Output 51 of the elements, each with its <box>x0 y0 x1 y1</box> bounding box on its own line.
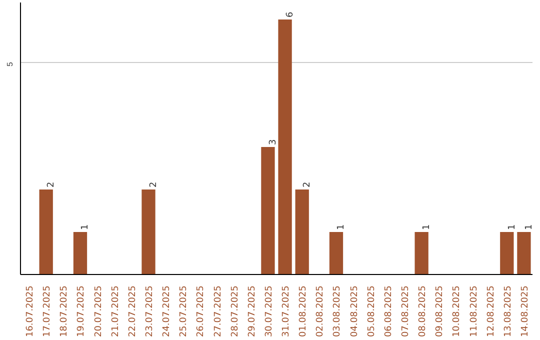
y-tick-label: 5 <box>6 61 14 66</box>
x-tick-label: 01.08.2025 <box>298 286 309 338</box>
x-tick-label: 29.07.2025 <box>247 286 258 338</box>
data-label: 2 <box>46 182 57 188</box>
x-tick-label: 20.07.2025 <box>94 286 104 338</box>
bar <box>39 190 53 274</box>
x-tick-label: 19.07.2025 <box>76 286 87 338</box>
bar <box>295 190 309 274</box>
bar <box>414 232 428 274</box>
x-tick-label: 09.08.2025 <box>435 286 446 338</box>
x-tick-label: 08.08.2025 <box>418 286 428 338</box>
data-label: 1 <box>507 224 518 230</box>
x-tick-label: 24.07.2025 <box>162 286 172 338</box>
data-label: 2 <box>149 182 159 188</box>
x-tick-label: 04.08.2025 <box>350 286 360 338</box>
bar <box>73 232 88 274</box>
data-label: 1 <box>524 224 534 230</box>
x-tick-label: 14.08.2025 <box>520 286 530 338</box>
x-tick-label: 30.07.2025 <box>264 286 274 338</box>
x-tick-label: 26.07.2025 <box>196 286 206 338</box>
bar <box>261 147 275 274</box>
x-tick-label: 02.08.2025 <box>316 286 326 338</box>
data-label: 1 <box>422 224 432 230</box>
x-tick-label: 25.07.2025 <box>179 286 190 338</box>
x-tick-label: 11.08.2025 <box>469 286 480 338</box>
x-tick-label: 03.08.2025 <box>332 286 343 338</box>
bar <box>278 20 292 274</box>
x-tick-label: 18.07.2025 <box>60 286 70 338</box>
data-label: 2 <box>302 182 313 188</box>
x-tick-label: 16.07.2025 <box>26 286 36 338</box>
x-tick-label: 21.07.2025 <box>110 286 121 338</box>
x-tick-label: 22.07.2025 <box>128 286 138 338</box>
x-tick-label: 05.08.2025 <box>366 286 377 338</box>
bar <box>500 232 514 274</box>
x-tick-label: 17.07.2025 <box>42 286 53 338</box>
x-tick-label: 07.08.2025 <box>401 286 411 338</box>
x-tick-label: 06.08.2025 <box>384 286 394 338</box>
x-tick-label: 28.07.2025 <box>230 286 240 338</box>
data-label: 3 <box>268 139 278 145</box>
bar <box>329 232 344 274</box>
x-tick-label: 31.07.2025 <box>282 286 292 338</box>
x-tick-label: 13.08.2025 <box>503 286 514 338</box>
x-tick-label: 27.07.2025 <box>213 286 224 338</box>
x-tick-label: 10.08.2025 <box>452 286 462 338</box>
data-label: 1 <box>336 224 347 230</box>
x-tick-label: 23.07.2025 <box>145 286 155 338</box>
bar <box>517 232 531 274</box>
bar <box>142 190 156 274</box>
data-label: 6 <box>286 12 296 18</box>
data-label: 1 <box>80 224 91 230</box>
x-tick-label: 12.08.2025 <box>486 286 496 338</box>
